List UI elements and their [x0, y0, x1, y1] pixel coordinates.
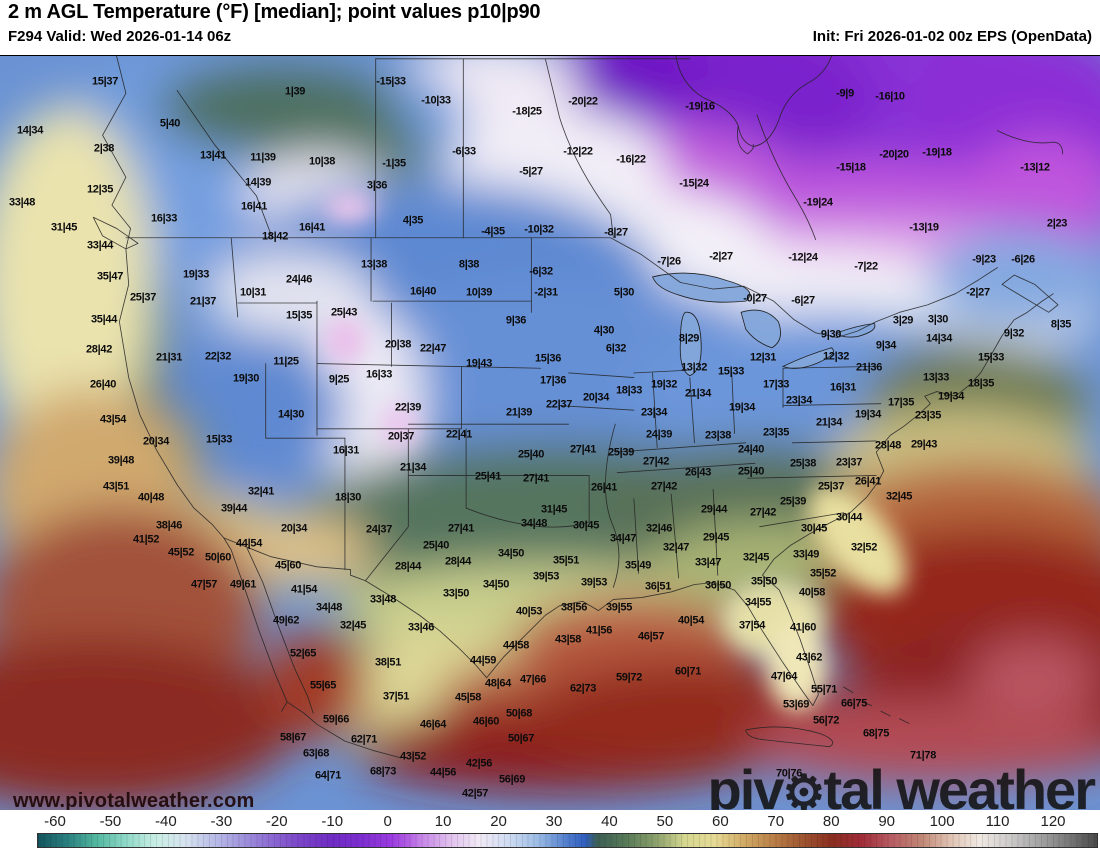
colorbar-tick: 110 [985, 813, 1010, 830]
temperature-map [0, 55, 1100, 810]
colorbar-tick: 120 [1040, 813, 1066, 830]
colorbar-tick: 50 [656, 813, 674, 830]
colorbar-tick: 100 [929, 813, 955, 830]
great-lakes [651, 272, 876, 377]
colorbar [37, 833, 1098, 848]
temperature-field-svg [0, 56, 1100, 807]
colorbar-tick: 20 [490, 813, 507, 830]
colorbar-tick: 40 [601, 813, 618, 830]
colorbar-hatching [38, 834, 1097, 847]
colorbar-tick: -10 [321, 813, 344, 830]
colorbar-tick: 80 [822, 813, 840, 830]
colorbar-tick: -50 [99, 813, 122, 830]
borders-coastlines [92, 56, 1064, 759]
colorbar-tick: 90 [878, 813, 895, 830]
colorbar-tick: -30 [210, 813, 233, 830]
colorbar-tick: -20 [265, 813, 288, 830]
valid-time-label: F294 Valid: Wed 2026-01-14 06z [8, 28, 232, 45]
colorbar-tick: 30 [545, 813, 563, 830]
colorbar-tick: 0 [383, 813, 392, 830]
colorbar-tick: -60 [44, 813, 66, 830]
init-time-label: Init: Fri 2026-01-02 00z EPS (OpenData) [812, 28, 1092, 45]
colorbar-tick: 70 [767, 813, 785, 830]
colorbar-tick: 60 [711, 813, 729, 830]
temperature-shading [0, 56, 1100, 807]
page-title: 2 m AGL Temperature (°F) [median]; point… [8, 1, 541, 23]
colorbar-tick: 10 [434, 813, 452, 830]
colorbar-area: -60 -50 -40 -30 -20 -10 0 10 20 30 40 50 60 70 80 90 100… [0, 810, 1100, 850]
colorbar-tick: -40 [155, 813, 177, 830]
map-header: 2 m AGL Temperature (°F) [median]; point… [0, 0, 1100, 55]
